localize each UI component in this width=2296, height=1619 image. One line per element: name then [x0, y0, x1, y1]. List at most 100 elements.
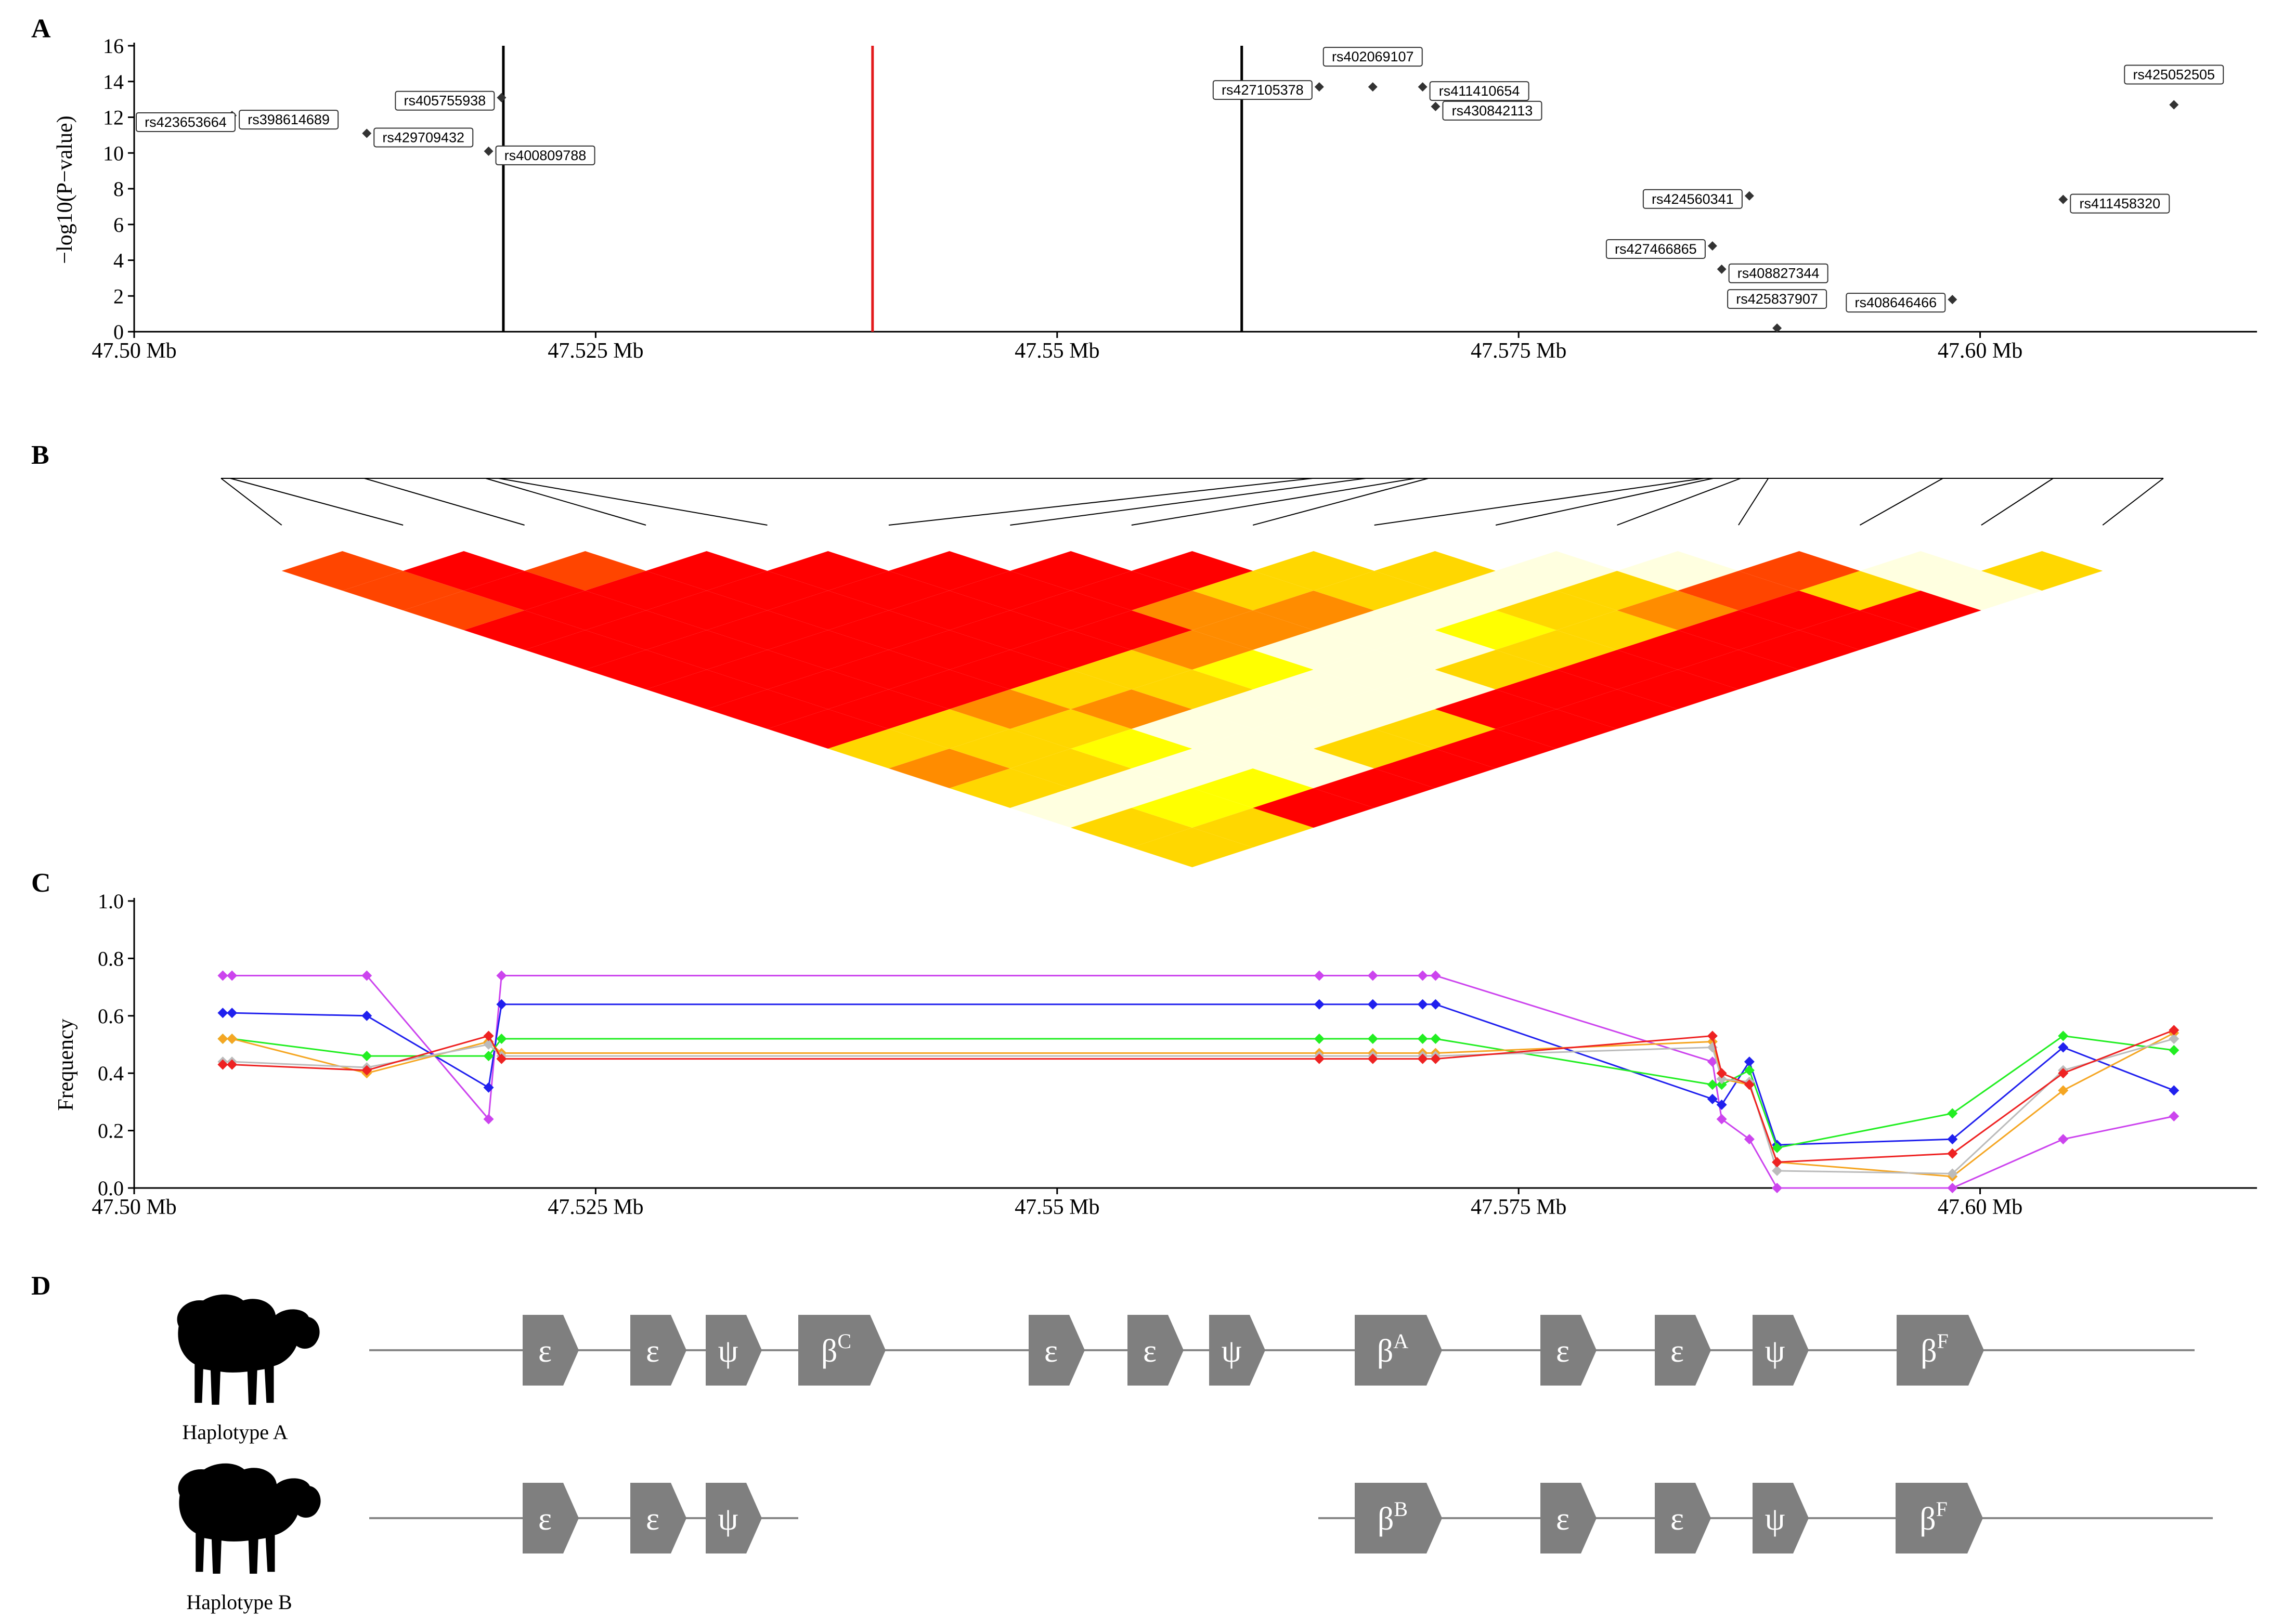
snp-point	[362, 128, 372, 138]
y-tick-label: 14	[103, 70, 124, 94]
snp-label-text: rs408646466	[1855, 295, 1937, 310]
sheep-icon	[178, 1463, 321, 1574]
snp-point	[1948, 295, 1957, 305]
haplotype-frequency-plot: 0.0 0.2 0.4 0.6 0.8 1.0 47.50 Mb 47.525 Mb 47.55…	[54, 890, 2257, 1219]
series-point-blue	[1947, 1134, 1958, 1145]
y-tick-label: 0	[113, 320, 124, 344]
panel-letter-c: C	[31, 868, 51, 898]
snp-point	[2058, 194, 2068, 204]
series-line-grey	[223, 1038, 2174, 1174]
series-point-green	[2058, 1030, 2069, 1041]
ld-snp-connector	[1252, 478, 1429, 526]
series-point-blue	[2058, 1042, 2069, 1053]
x-tick-label: 47.60 Mb	[1938, 1195, 2022, 1219]
series-point-green	[1772, 1142, 1783, 1153]
series-point-blue	[1707, 1093, 1718, 1104]
series-point-purple	[1430, 970, 1441, 981]
series-point-green	[1314, 1033, 1325, 1044]
ld-snp-connector	[1738, 478, 1769, 526]
gene-block	[1540, 1315, 1597, 1386]
snp-label-text: rs425837907	[1736, 291, 1818, 307]
series-point-green	[496, 1033, 507, 1044]
snp-label-box	[1727, 289, 1827, 309]
series-point-red	[361, 1065, 372, 1076]
series-point-blue	[1744, 1056, 1755, 1067]
gene-symbol: ε	[538, 1502, 552, 1537]
series-point-blue	[2169, 1085, 2180, 1096]
snp-label-box	[1846, 293, 1946, 313]
series-point-blue	[483, 1082, 494, 1093]
gene-symbol: ε	[538, 1334, 552, 1369]
manhattan-region-lines	[502, 46, 1243, 332]
series-point-green	[1744, 1065, 1755, 1076]
gene-block	[706, 1315, 762, 1386]
x-tick-label: 47.50 Mb	[92, 339, 176, 363]
x-tick-label: 47.525 Mb	[548, 339, 643, 363]
snp-point	[1772, 323, 1782, 333]
gene-block	[630, 1315, 686, 1386]
ld-snp-connector	[1617, 478, 1741, 526]
series-point-purple	[2169, 1111, 2180, 1121]
x-tick-label: 47.525 Mb	[548, 1195, 643, 1219]
y-tick-label: 0.0	[98, 1177, 124, 1200]
panel-letter-b: B	[31, 440, 49, 470]
series-point-blue	[1430, 999, 1441, 1010]
ld-snp-connectors	[220, 478, 2164, 526]
ld-cell	[1981, 551, 2103, 591]
gene-block	[1127, 1315, 1184, 1386]
series-point-red	[496, 1053, 507, 1064]
gene-block	[1753, 1483, 1809, 1553]
snp-point	[484, 146, 494, 156]
series-point-red	[227, 1059, 238, 1070]
gene-block	[1355, 1483, 1442, 1553]
gene-superscript: B	[1394, 1497, 1408, 1521]
series-point-orange	[227, 1033, 238, 1044]
series-point-purple	[1417, 970, 1428, 981]
series-point-grey	[1772, 1165, 1783, 1176]
gene-block	[1753, 1315, 1809, 1386]
y-tick-label: 0.4	[98, 1062, 124, 1085]
gene-symbol: ψ	[718, 1334, 738, 1369]
snp-label-box	[1728, 263, 1828, 283]
series-point-red	[2169, 1025, 2180, 1036]
snp-label-box	[136, 112, 236, 132]
series-point-purple	[1744, 1134, 1755, 1145]
snp-point	[497, 93, 507, 102]
ld-snp-connector	[1374, 478, 1704, 526]
snp-label-text: rs411410654	[1439, 83, 1520, 99]
series-point-blue	[1716, 1099, 1727, 1110]
series-point-purple	[1947, 1183, 1958, 1193]
series-point-purple	[1314, 970, 1325, 981]
y-tick-label: 1.0	[98, 890, 124, 913]
series-point-red	[1772, 1157, 1783, 1168]
snp-label-box	[1429, 81, 1529, 101]
ld-snp-connector	[230, 478, 404, 526]
y-tick-label: 0.8	[98, 947, 124, 970]
y-tick-label: 16	[103, 34, 124, 58]
series-point-orange	[217, 1033, 228, 1044]
ld-snp-connector	[1495, 478, 1714, 526]
frequency-axes: 0.0 0.2 0.4 0.6 0.8 1.0 47.50 Mb 47.525 Mb 47.55…	[92, 890, 2257, 1219]
ld-snp-connector	[1131, 478, 1416, 526]
snp-label-box	[2124, 64, 2224, 85]
series-point-purple	[1716, 1114, 1727, 1125]
series-point-purple	[483, 1114, 494, 1125]
gene-block	[523, 1315, 579, 1386]
sheep-silhouette	[177, 1294, 320, 1405]
series-point-green	[1707, 1079, 1718, 1090]
series-point-purple	[496, 970, 507, 981]
gene-symbol: ψ	[1222, 1334, 1242, 1369]
x-tick-label: 47.55 Mb	[1015, 1195, 1099, 1219]
series-point-blue	[1314, 999, 1325, 1010]
series-line-red	[223, 1029, 2174, 1163]
gene-symbol: ε	[1670, 1502, 1684, 1537]
manhattan-plot: 0 2 4 6 8 10 12 14 16 47.50 Mb 47.525 Mb 47.55 Mb 47…	[53, 34, 2257, 363]
x-tick-label: 47.60 Mb	[1938, 339, 2022, 363]
y-tick-label: 6	[113, 213, 124, 237]
ld-cells	[281, 551, 2103, 867]
series-point-grey	[1716, 1074, 1727, 1085]
series-point-purple	[1772, 1183, 1783, 1193]
gene-block	[523, 1483, 579, 1553]
snp-label-box	[495, 145, 595, 165]
series-point-grey	[1947, 1168, 1958, 1179]
